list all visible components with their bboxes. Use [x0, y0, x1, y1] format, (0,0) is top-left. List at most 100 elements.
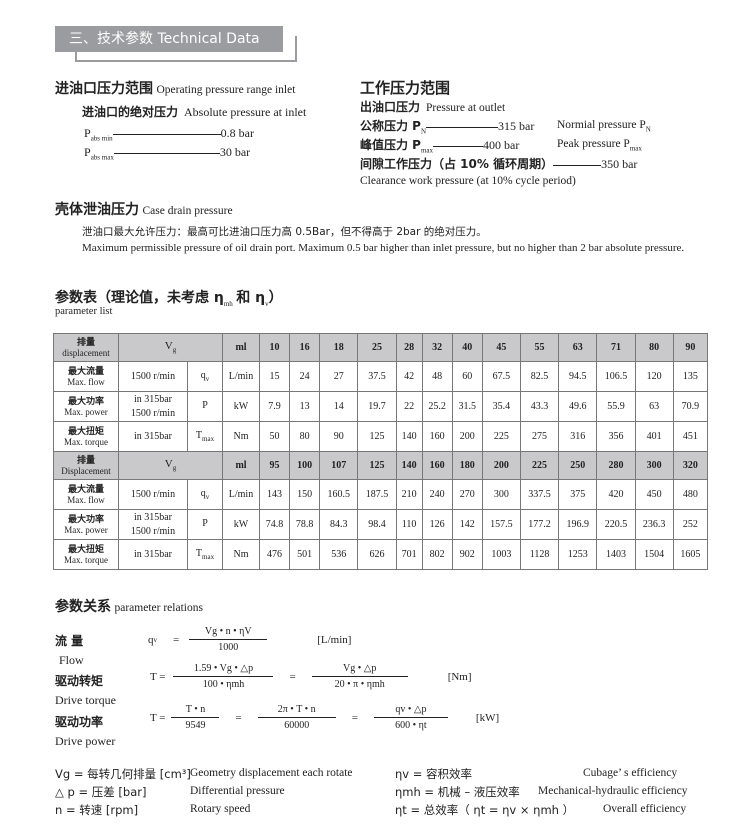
unit-cell: ml — [222, 333, 260, 362]
displacement-value: 55 — [519, 333, 560, 362]
value-cell: 48 — [421, 361, 453, 392]
value-cell: 42 — [395, 361, 423, 392]
value-cell: 125 — [357, 421, 397, 452]
flow-num: Vg • n • ηV — [189, 626, 268, 640]
power-eq-2: = — [351, 711, 358, 724]
value-cell: 450 — [634, 479, 674, 510]
legend-description: Cubage’ s efficiency — [583, 767, 678, 779]
displacement-value: 90 — [672, 333, 709, 362]
row-label-en: Max. flow — [67, 494, 105, 505]
vg-cell: Vg — [118, 451, 223, 480]
gap-en: Clearance work pressure (at 10% cycle pe… — [360, 175, 576, 187]
value-cell: 60 — [451, 361, 483, 392]
displacement-value: 200 — [481, 451, 521, 480]
value-cell: 536 — [319, 539, 359, 570]
peak-sub: max — [420, 146, 434, 155]
symbol-cell: Tmax — [187, 539, 223, 570]
power-label: 驱动功率 Drive power — [55, 713, 115, 749]
condition: 1500 r/min — [130, 525, 176, 537]
torque-eq: = — [289, 670, 296, 683]
flow-eq: = — [173, 633, 180, 646]
displacement-value: 45 — [481, 333, 521, 362]
row-label-en: Max. power — [64, 524, 108, 535]
value-cell: 270 — [451, 479, 483, 510]
legend-description: Mechanical-hydraulic efficiency — [538, 785, 688, 797]
value-cell: 177.2 — [519, 509, 560, 540]
inlet-title-en: Operating pressure range inlet — [156, 84, 296, 96]
displacement-value: 10 — [258, 333, 291, 362]
row-label-zh: 最大扭矩 — [67, 426, 104, 437]
value-cell: 275 — [519, 421, 560, 452]
value-cell: 1504 — [634, 539, 674, 570]
value-cell: 25.2 — [421, 391, 453, 422]
symbol-cell: qv — [187, 361, 223, 392]
value-cell: 150 — [289, 479, 321, 510]
torque-lhs: T = — [150, 670, 166, 683]
symbol: P — [202, 518, 208, 529]
disp-zh: 排量 — [76, 455, 95, 466]
value-cell: 480 — [672, 479, 709, 510]
torque-fraction-1: 1.59 • Vg • △p 100 • ηmh — [173, 663, 274, 690]
value-cell: 240 — [421, 479, 453, 510]
peak-en-text: Peak pressure P — [557, 138, 630, 150]
flow-fraction: Vg • n • ηV 1000 — [189, 626, 268, 653]
value-cell: 1128 — [519, 539, 560, 570]
condition: 1500 r/min — [130, 407, 176, 419]
row-label: 最大扭矩 Max. torque — [53, 539, 119, 570]
table-row: 最大流量 Max. flow 1500 r/min qv L/min 15 24 27 37.5… — [53, 361, 709, 392]
params-title-and: 和 η — [236, 290, 266, 306]
unit-cell: L/min — [222, 361, 260, 392]
row-label-zh: 最大扭矩 — [67, 544, 104, 555]
condition-cell: 1500 r/min — [118, 361, 188, 392]
displacement-value: 225 — [519, 451, 560, 480]
peak-en-sub: max — [629, 144, 642, 153]
nominal-en-sub: N — [645, 125, 651, 134]
value-cell: 126 — [421, 509, 453, 540]
power-num2: 2π • T • n — [257, 704, 336, 718]
params-title-a: 参数表（理论值，未考虑 η — [55, 290, 224, 306]
torque-unit: [Nm] — [447, 670, 472, 683]
legend-description: Geometry displacement each rotate — [190, 767, 353, 779]
torque-num1: 1.59 • Vg • △p — [173, 663, 274, 677]
flow-lhs-sub: v — [153, 635, 158, 644]
displacement-label: 排量 displacement — [53, 333, 119, 362]
nominal-en: Normial pressure PN — [557, 119, 651, 133]
displacement-value: 18 — [319, 333, 359, 362]
vg-sub: g — [172, 346, 177, 355]
value-cell: 160 — [421, 421, 453, 452]
inlet-title: 进油口压力范围 Operating pressure range inlet — [55, 78, 295, 98]
value-cell: 90 — [319, 421, 359, 452]
value-cell: 375 — [558, 479, 598, 510]
condition-cell: 1500 r/min — [118, 479, 188, 510]
value-cell: 80 — [289, 421, 321, 452]
value-cell: 49.6 — [558, 391, 598, 422]
leader-line — [553, 164, 602, 166]
displacement-value: 80 — [634, 333, 674, 362]
value-cell: 210 — [395, 479, 423, 510]
nominal-en-text: Normial pressure P — [557, 119, 646, 131]
nominal-value: 315 bar — [498, 119, 535, 133]
row-label-en: Max. flow — [67, 376, 105, 387]
value-cell: 142 — [451, 509, 483, 540]
leader-line — [113, 152, 220, 154]
value-cell: 84.3 — [319, 509, 359, 540]
value-cell: 902 — [451, 539, 483, 570]
row-label-zh: 最大功率 — [67, 514, 104, 525]
condition: in 315bar — [133, 430, 173, 442]
pmin-label: P — [84, 126, 91, 140]
condition: in 315bar — [133, 548, 173, 560]
power-num1: T • n — [171, 704, 220, 718]
unit-cell: ml — [222, 451, 260, 480]
value-cell: 316 — [558, 421, 598, 452]
legend-symbol: Vg = 每转几何排量 [cm³] — [55, 767, 191, 781]
unit-cell: kW — [222, 509, 260, 540]
legend-symbol: ηmh = 机械 – 液压效率 — [395, 785, 520, 799]
row-label-zh: 最大流量 — [67, 366, 104, 377]
peak-value: 400 bar — [483, 138, 520, 152]
params-title-v: v — [265, 299, 269, 308]
inlet-sub: 进油口的绝对压力 Absolute pressure at inlet — [82, 103, 306, 120]
condition: 1500 r/min — [130, 488, 176, 500]
nominal-zh: 公称压力 P — [360, 119, 421, 133]
symbol: P — [202, 400, 208, 411]
peak-zh: 峰值压力 P — [360, 138, 421, 152]
